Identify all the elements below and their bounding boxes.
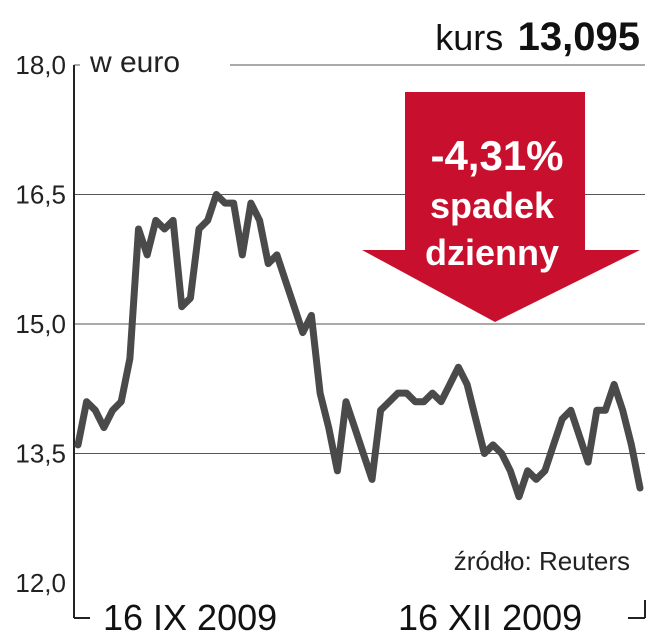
price-header-text: kurs 13,095 bbox=[435, 15, 640, 59]
header-bg bbox=[385, 8, 645, 56]
source-bg bbox=[400, 543, 640, 577]
change-badge: -4,31% spadek dzienny bbox=[362, 92, 640, 322]
y-tick-label: 13,5 bbox=[15, 439, 66, 469]
y-tick-label: 16,5 bbox=[15, 180, 66, 210]
unit-label-bg bbox=[80, 42, 230, 82]
down-arrow-shape bbox=[362, 92, 640, 322]
price-header: kurs 13,095 bbox=[385, 8, 645, 59]
badge-line-1: spadek bbox=[430, 185, 555, 226]
y-tick-label: 18,0 bbox=[15, 50, 66, 80]
price-line bbox=[74, 191, 644, 501]
badge-line-2: dzienny bbox=[425, 232, 559, 273]
y-tick-label: 15,0 bbox=[15, 309, 66, 339]
y-tick-label: 12,0 bbox=[15, 568, 66, 598]
change-percent: -4,31% bbox=[430, 132, 563, 179]
price-value: 13,095 bbox=[518, 15, 640, 59]
x-label-end: 16 XII 2009 bbox=[398, 597, 582, 638]
y-tick-labels: 18,0 16,5 15,0 13,5 12,0 bbox=[15, 50, 66, 598]
price-label: kurs bbox=[435, 17, 503, 58]
x-label-start: 16 IX 2009 bbox=[103, 597, 277, 638]
source-text: źródło: Reuters bbox=[454, 546, 630, 576]
x-axis: 16 IX 2009 16 XII 2009 bbox=[73, 597, 646, 638]
unit-label: w euro bbox=[89, 46, 180, 79]
